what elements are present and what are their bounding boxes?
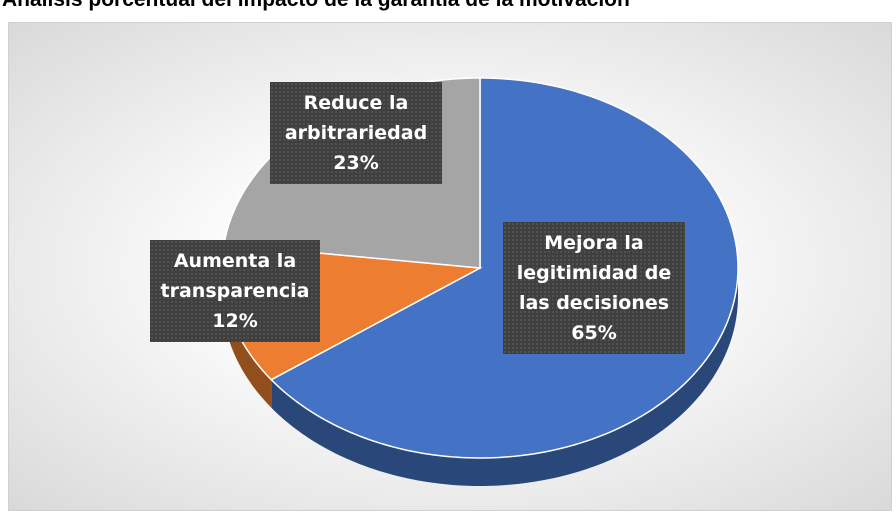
chart-title: Análisis porcentual del impacto de la ga… xyxy=(2,0,630,12)
data-label: Mejora la legitimidad de las decisiones 6… xyxy=(503,222,685,354)
data-label: Reduce la arbitrariedad 23% xyxy=(270,82,442,184)
label-category: Reduce la arbitrariedad xyxy=(284,92,428,144)
slice-side xyxy=(222,268,272,408)
data-label: Aumenta la transparencia 12% xyxy=(150,240,320,342)
slice-side xyxy=(271,268,738,486)
label-category: Aumenta la transparencia xyxy=(160,250,310,302)
label-category: Mejora la legitimidad de las decisiones xyxy=(516,232,672,314)
label-value: 23% xyxy=(333,152,379,174)
label-value: 12% xyxy=(212,310,258,332)
label-value: 65% xyxy=(571,322,617,344)
